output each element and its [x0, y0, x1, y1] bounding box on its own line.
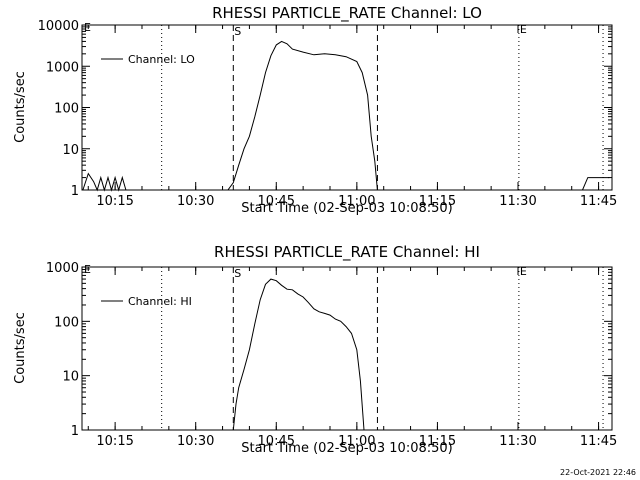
p2-x-tick-label: 11:15 [419, 434, 456, 449]
p1-marker-e-right: E [520, 23, 527, 36]
p2-plot-frame [81, 266, 613, 431]
p2-y-tick-label: 1 [71, 424, 79, 439]
p1-y-tick-label: 1 [71, 184, 79, 199]
p1-x-tick-label: 10:15 [96, 194, 133, 209]
p1-y-tick-label: 1000 [46, 60, 79, 75]
p2-x-tick-label: 10:30 [177, 434, 214, 449]
p1-x-tick-label: 11:00 [338, 194, 375, 209]
p1-x-tick-label: 10:45 [258, 194, 295, 209]
p2-y-tick-label: 10 [62, 370, 79, 385]
p1-y-tick-label: 100 [54, 102, 79, 117]
p2-legend-label: Channel: HI [128, 295, 192, 308]
p1-x-tick-label: 11:45 [580, 194, 617, 209]
p1-marker-s: S [234, 25, 241, 38]
p1-y-tick-label: 10000 [38, 19, 79, 34]
p2-y-tick-label: 1000 [46, 261, 79, 276]
footer-timestamp: 22-Oct-2021 22:46 [560, 468, 636, 477]
p1-x-axis-label: Start Time (02-Sep-03 10:08:50) [241, 201, 452, 216]
p1-y-axis-label: Counts/sec [13, 71, 28, 143]
p2-marker-e-right: E [520, 265, 527, 278]
p2-x-tick-label: 11:30 [499, 434, 536, 449]
p1-series-line [82, 40, 610, 192]
p1-chart-title: RHESSI PARTICLE_RATE Channel: LO [212, 4, 482, 23]
p2-x-tick-label: 10:15 [96, 434, 133, 449]
p1-y-tick-label: 10 [62, 143, 79, 158]
p1-x-tick-label: 11:15 [419, 194, 456, 209]
p2-x-tick-label: 11:00 [338, 434, 375, 449]
p1-marker-e-left: E [84, 21, 91, 34]
p1-legend-label: Channel: LO [128, 53, 195, 66]
p2-x-axis-label: Start Time (02-Sep-03 10:08:50) [241, 441, 452, 456]
p1-x-tick-label: 10:30 [177, 194, 214, 209]
p1-x-tick-label: 11:30 [499, 194, 536, 209]
p2-y-axis-label: Counts/sec [13, 312, 28, 384]
p2-x-tick-label: 10:45 [258, 434, 295, 449]
p2-x-tick-label: 11:45 [580, 434, 617, 449]
p2-series-line [232, 278, 365, 431]
p2-marker-s: S [234, 267, 241, 280]
p2-marker-e-left: E [84, 263, 91, 276]
p2-y-tick-label: 100 [54, 315, 79, 330]
p2-chart-title: RHESSI PARTICLE_RATE Channel: HI [214, 243, 480, 262]
